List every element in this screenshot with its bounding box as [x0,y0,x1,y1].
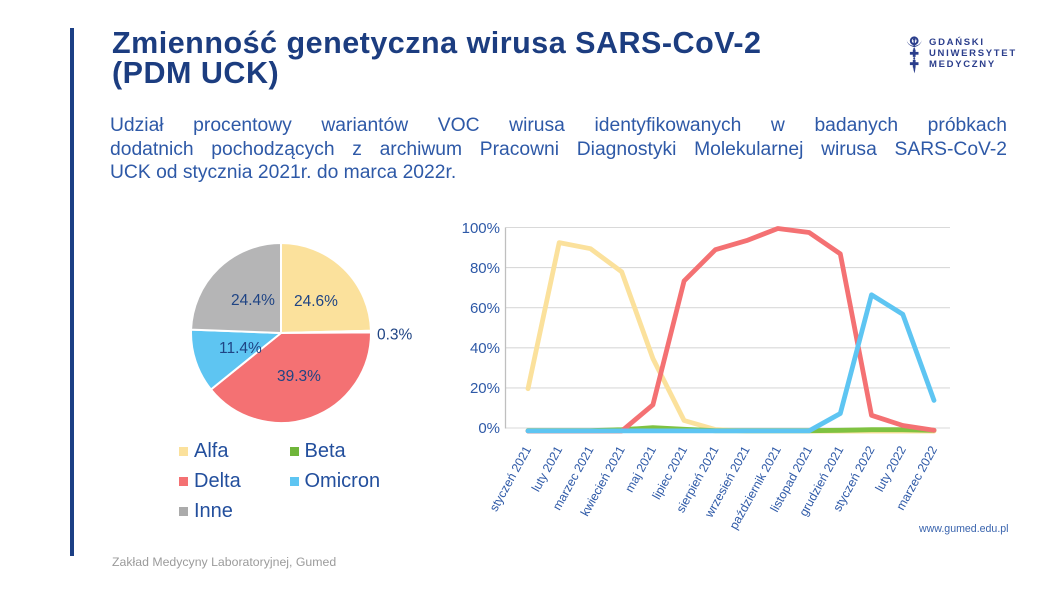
svg-text:40%: 40% [470,340,500,357]
svg-text:styczeń 2021: styczeń 2021 [487,444,534,514]
svg-text:11.4%: 11.4% [219,340,262,357]
svg-text:24.4%: 24.4% [231,292,275,309]
svg-text:0.3%: 0.3% [377,327,413,344]
svg-text:80%: 80% [470,260,500,277]
svg-text:100%: 100% [462,220,500,237]
svg-text:60%: 60% [470,300,500,317]
svg-text:20%: 20% [470,380,500,397]
svg-text:0%: 0% [478,420,500,437]
svg-text:24.6%: 24.6% [294,293,338,310]
svg-text:39.3%: 39.3% [277,368,321,385]
